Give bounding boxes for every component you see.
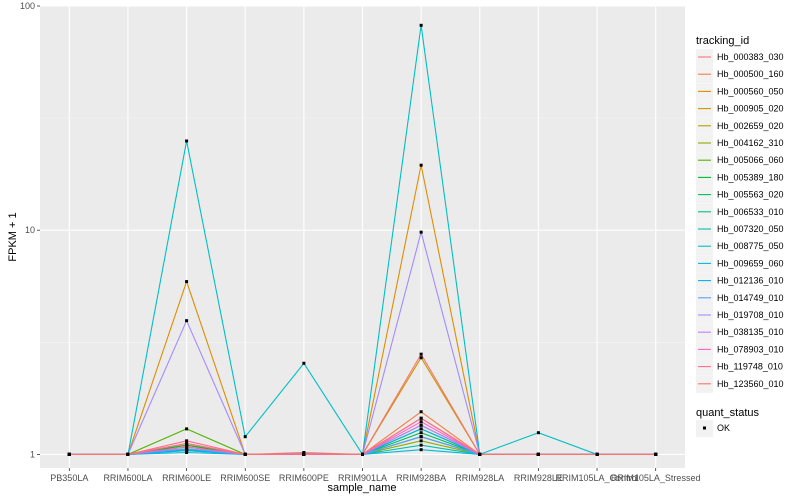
data-point [419,423,423,427]
data-point [243,435,247,439]
x-tick-label: RRIM901LA [338,473,387,483]
data-point [419,427,423,431]
shape-legend: quant_status OK [696,407,759,437]
data-point [419,356,423,360]
data-point [419,439,423,443]
x-axis-title: sample_name [327,482,396,494]
shape-legend-label: OK [717,423,730,433]
data-point [419,448,423,452]
shape-legend-title: quant_status [696,407,759,419]
data-point [185,280,189,284]
legend-label: Hb_005389_180 [717,172,784,182]
x-tick-label: RRIM600PE [279,473,329,483]
data-point [302,452,306,456]
x-tick-label: PB350LA [50,473,88,483]
legend-label: Hb_000383_030 [717,52,784,62]
legend-label: Hb_006533_010 [717,207,784,217]
x-tick-label: RRIM600LE [162,473,211,483]
legend-title: tracking_id [696,35,749,47]
data-point [185,445,189,449]
legend-label: Hb_119748_010 [717,362,783,372]
data-point [185,427,189,431]
data-point [361,452,364,456]
y-axis-title: FPKM + 1 [7,212,19,261]
data-point [419,23,423,27]
legend-label: Hb_002659_020 [717,121,784,131]
y-tick-label: 10 [25,225,35,235]
legend-label: Hb_000905_020 [717,104,784,114]
x-tick-label: RRIM105LA_Stressed [611,473,701,483]
data-point [185,319,189,323]
data-point [419,163,423,167]
x-tick-label: RRIM928BA [396,473,446,483]
x-tick-label: RRIM600LA [103,473,152,483]
data-point [419,420,423,424]
data-point [67,452,71,456]
data-point [419,410,423,414]
data-point [302,361,306,365]
data-point [419,443,423,447]
legend-label: Hb_008775_050 [717,241,784,251]
data-point [185,439,189,443]
data-point [419,435,423,439]
legend-label: Hb_005563_020 [717,190,784,200]
data-point [243,452,247,456]
data-point [185,449,189,453]
legend-label: Hb_000560_050 [717,86,784,96]
legend-label: Hb_005066_060 [717,155,784,165]
shape-legend-key-point [703,426,706,430]
data-points [67,23,658,456]
data-point [302,451,306,455]
legend-label: Hb_014749_010 [717,293,784,303]
legend-label: Hb_019708_010 [717,310,784,320]
data-point [419,352,423,356]
legend-label: Hb_123560_010 [717,379,784,389]
data-point [185,443,189,447]
y-tick-label: 1 [30,449,35,459]
legend-label: Hb_000500_160 [717,69,784,79]
x-tick-label: RRIM105LA_Control [556,473,639,483]
data-point [185,139,189,143]
legend: tracking_id Hb_000383_030 Hb_000500_160 Hb… [696,35,784,393]
data-point [654,452,658,456]
data-point [595,452,599,456]
data-point [536,452,540,456]
legend-label: Hb_038135_010 [717,327,784,337]
data-point [126,452,130,456]
data-point [185,441,189,445]
y-tick-label: 100 [20,1,35,11]
data-point [419,431,423,435]
legend-label: Hb_009659_060 [717,258,784,268]
legend-label: Hb_007320_050 [717,224,784,234]
data-point [419,416,423,420]
data-point [185,447,189,451]
data-point [419,230,423,234]
y-axis: 1 10 100 [20,1,40,459]
legend-label: Hb_004162_310 [717,138,784,148]
data-point [185,451,189,455]
x-tick-label: RRIM600SE [220,473,270,483]
x-axis: PB350LA RRIM600LA RRIM600LE RRIM600SE RRIM60… [50,468,700,483]
x-tick-label: RRIM928LA [455,473,504,483]
data-point [536,431,540,435]
data-point [478,452,482,456]
legend-label: Hb_078903_010 [717,344,784,354]
legend-label: Hb_012136_010 [717,276,784,286]
x-tick-label: RRIM928LE [514,473,563,483]
